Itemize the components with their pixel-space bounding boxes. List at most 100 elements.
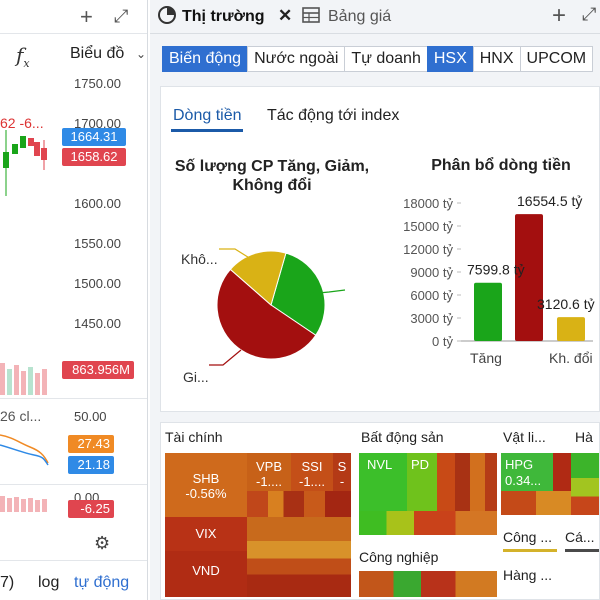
- tile-pd[interactable]: PD: [407, 453, 437, 511]
- window-tab-bar: Thị trường ✕ Bảng giá + ⤢: [150, 0, 600, 34]
- candlestick-plot: [3, 130, 47, 196]
- sector-materials[interactable]: Vật li...: [503, 429, 546, 445]
- tile-symbol: VPB: [255, 459, 282, 474]
- volume-bars: [0, 363, 47, 395]
- chart-type-select[interactable]: Biểu đồ: [70, 45, 125, 62]
- sector-heatmap: Tài chính Bất động sản Vật li... Hà SHB …: [160, 422, 600, 600]
- tile-symbol: SSI: [301, 459, 323, 474]
- candle: [34, 142, 40, 156]
- volume-bar: [14, 365, 19, 395]
- tile-cluster-ha[interactable]: [571, 453, 599, 515]
- tile-shb[interactable]: SHB -0.56%: [165, 453, 247, 517]
- subtab-foreign[interactable]: Nước ngoài: [247, 46, 346, 72]
- tile-materials-small[interactable]: [553, 453, 571, 491]
- bar-value-label: 7599.8 tỷ: [467, 262, 525, 278]
- tile-change: -1....: [255, 474, 282, 489]
- tile-change: -0.56%: [185, 486, 227, 501]
- bar-chart-title: Phân bổ dòng tiền: [431, 157, 571, 174]
- cashflow-card: Dòng tiền Tác động tới index Số lượng CP…: [160, 86, 600, 412]
- tile-symbol: S: [337, 459, 347, 474]
- osc-tick-top: 50.00: [74, 409, 107, 424]
- tile-symbol: VND: [192, 563, 220, 578]
- bar-y-tick-label: 18000 tỷ: [403, 196, 453, 211]
- indicator-fx-icon[interactable]: fx: [16, 43, 30, 70]
- osc-tag-blue: 21.18: [68, 456, 114, 474]
- bar-flat[interactable]: [557, 317, 585, 341]
- pie-leader-down: [209, 349, 242, 366]
- osc-line-blue: [0, 444, 49, 466]
- tab-index-impact[interactable]: Tác động tới index: [267, 107, 400, 124]
- bar-down[interactable]: [515, 214, 543, 341]
- tile-vix[interactable]: VIX: [165, 517, 247, 551]
- subtab-hnx[interactable]: HNX: [472, 46, 521, 72]
- tile-vpb[interactable]: VPB -1....: [247, 453, 291, 491]
- market-panel: Thị trường ✕ Bảng giá + ⤢ Biến động Nước…: [150, 0, 600, 600]
- pie-slice-flat[interactable]: [229, 250, 287, 306]
- tile-hpg[interactable]: HPG 0.34...: [501, 453, 553, 491]
- volume-bar: [35, 373, 40, 395]
- log-scale-button[interactable]: log: [38, 574, 60, 591]
- tile-vnd[interactable]: VND: [165, 551, 247, 597]
- expand-icon[interactable]: ⤢: [582, 4, 597, 24]
- tile-symbol: HPG: [505, 457, 534, 472]
- sector-real-estate[interactable]: Bất động sản: [361, 429, 444, 445]
- bar-up[interactable]: [474, 282, 502, 341]
- sector-consumer[interactable]: Hàng ...: [503, 567, 553, 583]
- tile-cluster-small[interactable]: [247, 491, 351, 517]
- tab-cashflow[interactable]: Dòng tiền: [173, 107, 242, 124]
- tile-nvl[interactable]: NVL: [359, 453, 407, 511]
- range-label[interactable]: 7): [0, 574, 15, 591]
- sector-ha[interactable]: Hà: [575, 429, 593, 445]
- auto-scale-button[interactable]: tự động: [74, 574, 130, 591]
- tile-symbol: SHB: [192, 471, 220, 486]
- sector-tech[interactable]: Công ...: [503, 529, 553, 545]
- sector-industrial[interactable]: Công nghiệp: [359, 549, 439, 565]
- pie-slice-down[interactable]: [216, 268, 317, 360]
- tile-cluster-materials[interactable]: [501, 491, 571, 515]
- volume-tag: 863.956M: [62, 361, 134, 379]
- candle: [20, 136, 26, 148]
- tile-cluster-finance[interactable]: [247, 517, 351, 597]
- hist-bar: [42, 499, 47, 512]
- hist-bar: [14, 497, 19, 512]
- chart-toolbar: fx Biểu đồ ⌄: [0, 38, 147, 70]
- expand-icon[interactable]: ⤢: [114, 6, 129, 26]
- subtab-upcom[interactable]: UPCOM: [519, 46, 594, 72]
- bar-y-tick-label: 3000 tỷ: [410, 311, 453, 326]
- add-icon[interactable]: +: [80, 4, 93, 29]
- volume-bar: [21, 371, 26, 395]
- tile-cluster-industrial[interactable]: [359, 571, 497, 597]
- tile-ssi[interactable]: SSI -1....: [291, 453, 333, 491]
- tile-change: -1....: [298, 474, 325, 489]
- sector-fisheries[interactable]: Cá...: [565, 529, 595, 545]
- tile-cluster-realestate-2[interactable]: [359, 511, 497, 535]
- volume-bar: [28, 367, 33, 395]
- pie-leader-up: [307, 289, 346, 295]
- histogram-bars: [0, 496, 47, 512]
- pie-slice-up[interactable]: [270, 252, 326, 336]
- bar-y-tick-label: 9000 tỷ: [410, 265, 453, 280]
- subtab-proprietary[interactable]: Tự doanh: [344, 46, 428, 72]
- tab-price-board[interactable]: Bảng giá: [328, 8, 392, 25]
- y-tick: 1550.00: [74, 236, 121, 251]
- tab-market[interactable]: Thị trường: [182, 8, 265, 25]
- close-icon[interactable]: ✕: [278, 6, 293, 25]
- table-icon: [302, 7, 320, 23]
- add-icon[interactable]: +: [552, 2, 567, 29]
- active-tab-indicator: [171, 129, 243, 132]
- sector-finance[interactable]: Tài chính: [165, 429, 223, 445]
- bar-y-tick-label: 15000 tỷ: [403, 219, 453, 234]
- subtab-movement[interactable]: Biến động: [162, 46, 249, 72]
- y-tick: 1500.00: [74, 276, 121, 291]
- settings-gear-icon[interactable]: ⚙: [94, 533, 111, 553]
- divider: [0, 398, 147, 399]
- tile-cluster-realestate[interactable]: [437, 453, 497, 511]
- chevron-down-icon[interactable]: ⌄: [136, 47, 147, 61]
- hist-tag: -6.25: [68, 500, 114, 518]
- osc-tag-orange: 27.43: [68, 435, 114, 453]
- tile-s[interactable]: S -: [333, 453, 351, 491]
- bar-chart: 0 tỷ 3000 tỷ 6000 tỷ 9000 tỷ 12000 tỷ 15000 t…: [403, 193, 594, 366]
- hist-bar: [35, 500, 40, 512]
- candle-value-labels: 62 -6...: [0, 115, 44, 131]
- subtab-hsx[interactable]: HSX: [426, 46, 474, 72]
